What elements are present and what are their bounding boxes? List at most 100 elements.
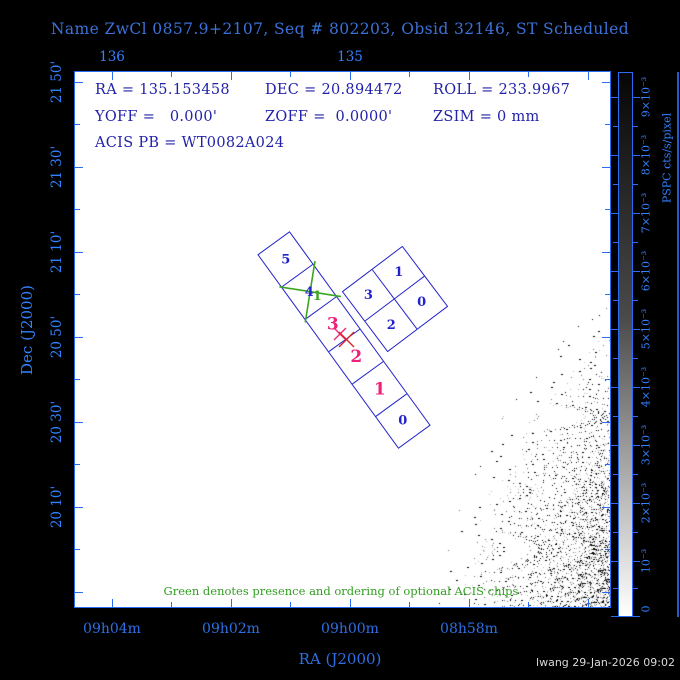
x-axis-minor-tick <box>171 72 172 77</box>
colorbar-minor-tick <box>613 416 618 417</box>
x-axis-minor-tick <box>528 602 529 607</box>
colorbar-major-tick <box>633 503 640 504</box>
colorbar-minor-tick <box>613 300 618 301</box>
colorbar-minor-tick <box>633 126 638 127</box>
colorbar-minor-tick <box>633 416 638 417</box>
colorbar-minor-tick <box>613 358 618 359</box>
pspc-noise-canvas <box>75 72 610 607</box>
top-axis-label-136: 136 <box>99 49 125 65</box>
y-axis-minor-tick <box>605 209 610 210</box>
y-axis-tick-label: 20 30' <box>49 400 65 444</box>
colorbar-major-tick <box>611 329 618 330</box>
colorbar-tick-label: 5×10⁻³ <box>639 308 653 350</box>
colorbar-major-tick <box>611 445 618 446</box>
aimpoint-target-markers <box>333 327 355 348</box>
acis-s-chip-label: 0 <box>398 413 408 429</box>
acis-i-chip-label: 2 <box>386 317 396 333</box>
colorbar-tick-label: 0 <box>639 605 653 613</box>
y-axis-major-tick <box>75 507 83 508</box>
colorbar-major-tick <box>633 387 640 388</box>
colorbar-minor-tick <box>633 588 638 589</box>
y-axis-tick-label: 21 10' <box>49 230 65 274</box>
colorbar-major-tick <box>611 271 618 272</box>
y-axis-tick-label: 20 10' <box>49 485 65 529</box>
colorbar-major-tick <box>633 271 640 272</box>
y-axis-minor-tick <box>605 124 610 125</box>
y-axis-major-tick <box>75 337 83 338</box>
x-axis-minor-tick <box>171 602 172 607</box>
x-axis-major-tick <box>469 72 470 80</box>
colorbar-minor-tick <box>633 532 638 533</box>
x-axis-major-tick <box>350 599 351 607</box>
colorbar-major-tick <box>633 97 640 98</box>
y-axis-major-tick <box>75 82 83 83</box>
y-axis-major-tick <box>75 592 83 593</box>
x-tick-label-08h58m: 08h58m <box>440 621 498 637</box>
colorbar-major-tick <box>633 329 640 330</box>
colorbar-major-tick <box>633 616 640 617</box>
colorbar-title: PSPC cts/s/pixel <box>660 112 674 204</box>
x-axis-major-tick <box>469 599 470 607</box>
y-axis-major-tick <box>602 507 610 508</box>
colorbar-major-tick <box>611 561 618 562</box>
x-tick-label-09h00m: 09h00m <box>321 621 379 637</box>
colorbar-tick-label: 9×10⁻³ <box>639 76 653 118</box>
colorbar-major-tick <box>611 213 618 214</box>
x-axis-major-tick <box>588 72 589 80</box>
y-axis-tick-label: 21 50' <box>49 60 65 104</box>
colorbar-major-tick <box>633 155 640 156</box>
x-axis-major-tick <box>588 599 589 607</box>
x-tick-label-09h02m: 09h02m <box>202 621 260 637</box>
colorbar-tick-label: 2×10⁻³ <box>639 482 653 524</box>
acis-s-chip-label: 1 <box>373 378 386 399</box>
y-axis-major-tick <box>602 337 610 338</box>
x-axis-major-tick <box>112 72 113 80</box>
y-axis-minor-tick <box>605 379 610 380</box>
colorbar-tick-label: 6×10⁻³ <box>639 250 653 292</box>
x-axis-minor-tick <box>528 72 529 77</box>
roll-value: ROLL = 233.9967 <box>433 82 571 98</box>
yoff-value: YOFF = 0.000' <box>95 109 218 125</box>
y-axis-minor-tick <box>605 294 610 295</box>
colorbar-minor-tick <box>633 300 638 301</box>
colorbar-gradient <box>618 72 633 617</box>
colorbar-major-tick <box>611 155 618 156</box>
colorbar-minor-tick <box>613 474 618 475</box>
y-axis-major-tick <box>602 252 610 253</box>
acis-s-array: 5 4 1 3 2 1 0 <box>257 231 431 449</box>
acis-i-chip-label: 1 <box>393 265 403 281</box>
acis-s-chip-4: 4 1 <box>279 260 341 323</box>
y-axis-minor-tick <box>605 464 610 465</box>
y-axis-tick-label: 21 30' <box>49 145 65 189</box>
x-axis-major-tick <box>112 599 113 607</box>
colorbar-major-tick <box>611 616 618 617</box>
optional-chip-x-marker <box>279 260 341 323</box>
colorbar-tick-label: 3×10⁻³ <box>639 424 653 466</box>
zoff-value: ZOFF = 0.0000' <box>265 109 393 125</box>
x-tick-label-09h04m: 09h04m <box>83 621 141 637</box>
x-axis-title: RA (J2000) <box>298 650 382 668</box>
y-axis-minor-tick <box>75 464 80 465</box>
colorbar-major-tick <box>633 561 640 562</box>
colorbar-minor-tick <box>613 126 618 127</box>
x-axis-minor-tick <box>409 602 410 607</box>
observation-title: Name ZwCl 0857.9+2107, Seq # 802203, Obs… <box>50 20 630 38</box>
y-axis-major-tick <box>602 422 610 423</box>
y-axis-minor-tick <box>75 379 80 380</box>
x-axis-major-tick <box>231 599 232 607</box>
colorbar-tick-label: 7×10⁻³ <box>639 192 653 234</box>
colorbar-major-tick <box>611 97 618 98</box>
colorbar-minor-tick <box>633 474 638 475</box>
colorbar-minor-tick <box>633 358 638 359</box>
colorbar-tick-label: 4×10⁻³ <box>639 366 653 408</box>
colorbar-minor-tick <box>633 242 638 243</box>
y-axis-minor-tick <box>75 124 80 125</box>
acis-s-chip-label: 5 <box>280 252 291 268</box>
user-timestamp: lwang 29-Jan-2026 09:02 <box>536 656 675 669</box>
y-axis-minor-tick <box>75 209 80 210</box>
y-axis-minor-tick <box>75 294 80 295</box>
y-axis-major-tick <box>602 167 610 168</box>
colorbar-minor-tick <box>613 588 618 589</box>
colorbar-major-tick <box>633 445 640 446</box>
